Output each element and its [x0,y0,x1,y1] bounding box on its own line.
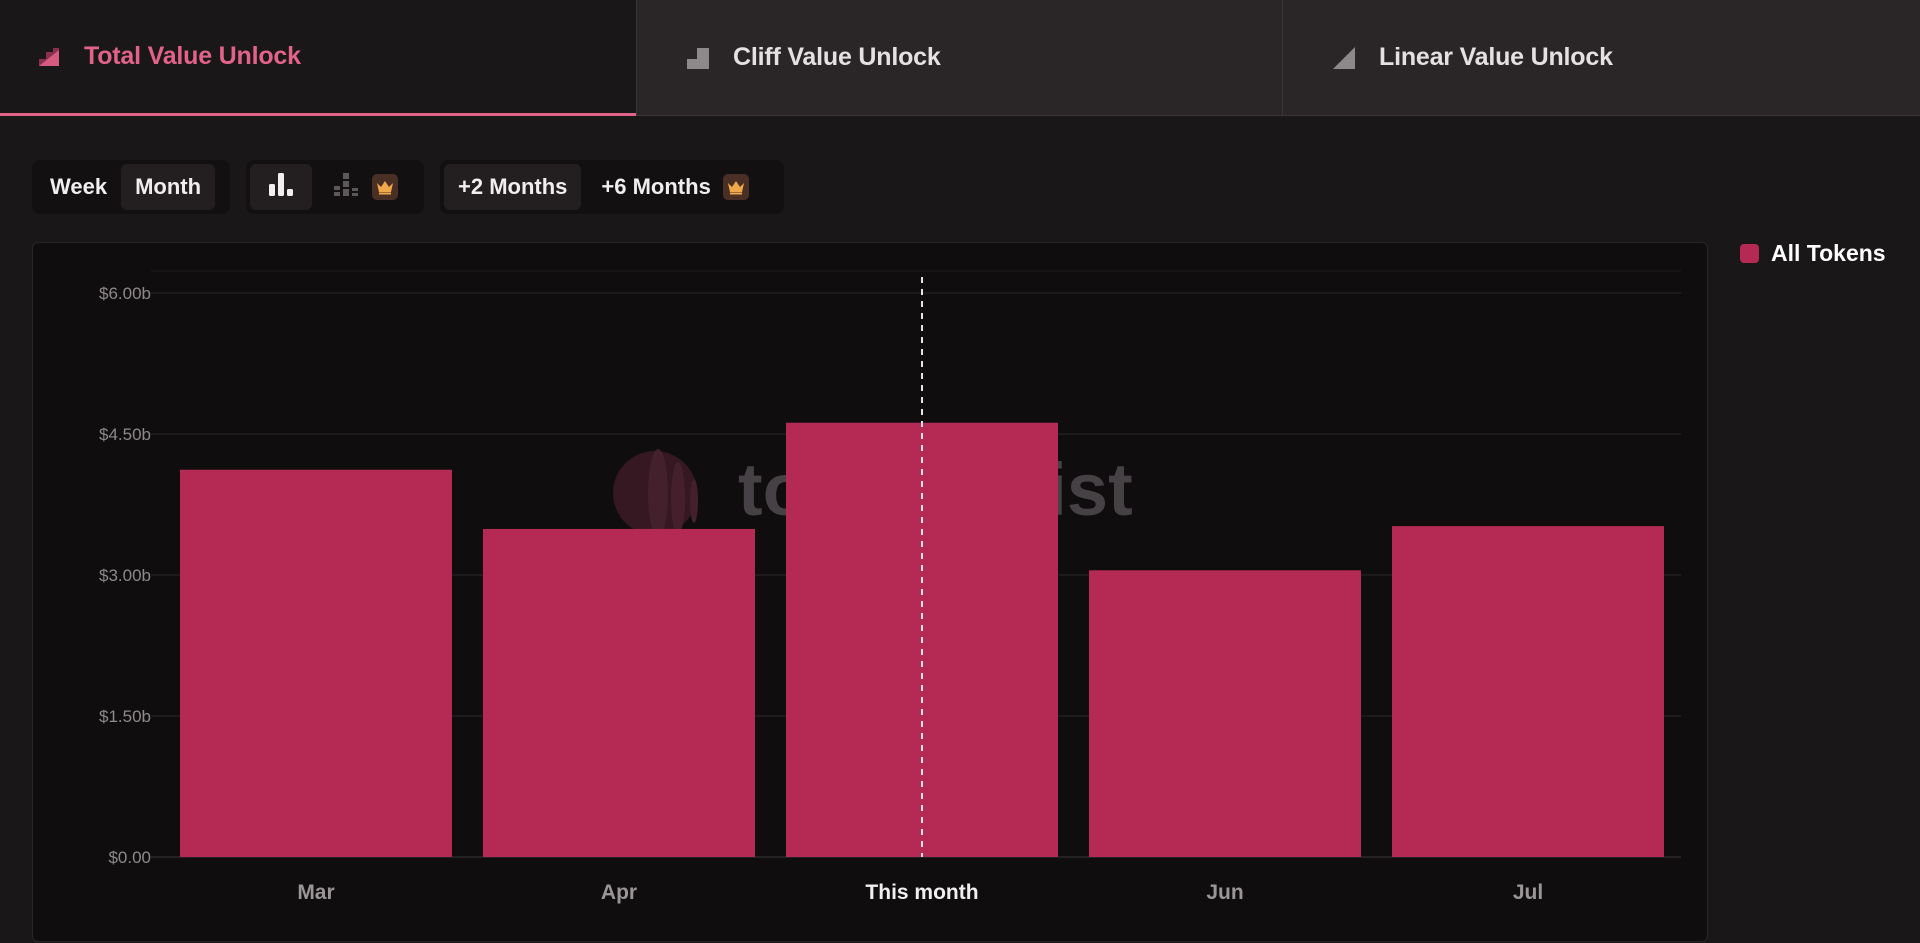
bar[interactable] [1392,526,1664,857]
x-tick-label: This month [865,881,978,904]
tab-label: Total Value Unlock [84,42,301,70]
unlock-bar-chart: tokenomist $0.00$1.50b$3.00b$4.50b$6.00b… [99,270,1681,904]
crown-icon [722,174,749,200]
unlock-chart-panel: tokenomist $0.00$1.50b$3.00b$4.50b$6.00b… [32,242,1708,942]
period-toggle: Week Month [32,160,230,214]
plus-6-months-label: +6 Months [601,174,711,199]
y-axis-ticks: $0.00 $1.50b $3.00b $4.50b $6.00b [99,284,151,867]
total-unlock-icon [36,44,62,70]
y-tick-label: $0.00 [108,848,151,867]
watermark-logo [613,449,698,537]
legend-all-tokens[interactable]: All Tokens [1740,240,1886,267]
linear-unlock-icon [1331,45,1357,71]
unlock-tabs: Total Value Unlock Cliff Value Unlock Li… [0,0,1920,116]
bar[interactable] [483,528,755,857]
stacked-chart-icon [332,170,360,204]
y-tick-label: $1.50b [99,707,151,726]
chart-type-toggle [246,160,424,214]
range-toggle: +2 Months +6 Months [440,160,784,214]
stacked-chart-button[interactable] [312,164,406,210]
bar-chart-button[interactable] [250,164,312,210]
month-button[interactable]: Month [121,164,216,210]
tab-label: Cliff Value Unlock [733,43,941,71]
x-tick-label: Mar [297,881,334,904]
x-axis-ticks: Mar Apr This month Jun Jul [297,881,1543,904]
tab-label: Linear Value Unlock [1379,43,1613,71]
plus-6-months-button[interactable]: +6 Months [581,164,758,210]
crown-icon [372,174,398,200]
bar[interactable] [180,469,452,857]
y-tick-label: $3.00b [99,566,151,585]
legend-label: All Tokens [1771,240,1886,266]
plus-2-months-button[interactable]: +2 Months [444,164,582,210]
tab-total-value-unlock[interactable]: Total Value Unlock [0,0,636,116]
tab-cliff-value-unlock[interactable]: Cliff Value Unlock [636,0,1282,116]
y-tick-label: $4.50b [99,425,151,444]
cliff-unlock-icon [685,45,711,71]
legend-swatch [1740,244,1759,263]
x-tick-label: Jun [1206,881,1243,904]
y-tick-label: $6.00b [99,284,151,303]
x-tick-label: Jul [1513,881,1543,904]
x-tick-label: Apr [601,881,637,904]
bar-chart-icon [267,170,295,204]
week-button[interactable]: Week [50,174,108,199]
tab-linear-value-unlock[interactable]: Linear Value Unlock [1282,0,1920,116]
bar[interactable] [1089,570,1361,857]
